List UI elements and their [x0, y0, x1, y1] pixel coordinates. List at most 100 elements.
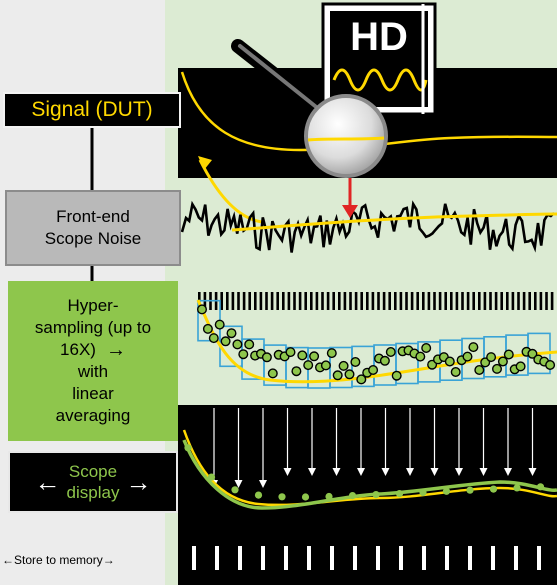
sample-tick: [326, 292, 330, 310]
display-point: [536, 483, 545, 491]
display-point: [325, 492, 333, 501]
arrow-head: [357, 468, 365, 476]
store-to-memory-label: ←Store to memory→: [2, 553, 115, 567]
sample-tick: [483, 292, 487, 310]
arrow-head: [308, 468, 316, 476]
sample-point: [486, 352, 497, 363]
sample-tick: [489, 292, 492, 310]
sample-tick: [254, 292, 257, 310]
sample-tick: [545, 292, 548, 310]
sample-point: [332, 370, 343, 381]
arrow-left-icon: ←: [34, 466, 61, 497]
arrow-head: [234, 480, 243, 488]
sample-tick: [444, 292, 447, 310]
sample-point: [244, 339, 255, 350]
sample-point: [356, 374, 367, 385]
arrow-head: [528, 468, 537, 476]
hyper-line5: linear: [72, 384, 114, 403]
memory-bar: [192, 546, 196, 570]
sample-tick: [287, 292, 291, 310]
sample-tick: [522, 292, 526, 310]
sample-tick: [388, 292, 391, 310]
memory-bar: [491, 546, 495, 570]
sample-tick: [461, 292, 464, 310]
sample-tick: [220, 292, 223, 310]
sample-tick: [410, 292, 414, 310]
sample-point: [285, 347, 296, 358]
sample-tick: [427, 292, 431, 310]
sample-point: [444, 356, 455, 367]
sample-tick: [360, 292, 363, 310]
memory-bar: [445, 546, 449, 570]
sample-point: [497, 356, 508, 367]
sample-point: [202, 323, 213, 334]
sample-point: [385, 347, 396, 358]
hyper-line3-row: 16X) →: [60, 339, 126, 361]
memory-bar: [284, 546, 288, 570]
hyper-line3: 16X): [60, 340, 96, 359]
arrow-head: [381, 468, 390, 476]
sample-tick: [298, 292, 302, 310]
magnifying-glass-icon: [231, 39, 388, 178]
sample-tick: [506, 292, 509, 310]
sample-point: [338, 360, 349, 371]
display-points: [184, 444, 545, 501]
arrow-right-icon: →: [105, 339, 126, 361]
arrow-head: [332, 468, 341, 476]
display-line1: Scope: [68, 462, 118, 481]
sample-tick: [270, 292, 274, 310]
memory-bar: [376, 546, 380, 570]
sample-tick: [282, 292, 285, 310]
display-line2: display: [66, 483, 120, 502]
sample-tick: [332, 292, 335, 310]
sample-point: [527, 348, 538, 359]
memory-bar: [353, 546, 357, 570]
display-point: [466, 486, 474, 494]
memory-bar: [238, 546, 242, 570]
memory-strip: [178, 535, 557, 585]
sample-tick: [226, 292, 229, 310]
sample-tick: [438, 292, 442, 310]
sample-point: [303, 360, 314, 371]
sample-point: [261, 352, 272, 363]
sample-point: [545, 360, 556, 371]
arrow-head: [430, 468, 439, 476]
sample-point: [492, 363, 503, 374]
sample-tick: [338, 292, 341, 310]
display-point: [207, 473, 216, 481]
sample-tick: [405, 292, 408, 310]
sample-tick: [310, 292, 313, 310]
memory-bar: [215, 546, 219, 570]
hyper-line6: averaging: [55, 406, 131, 425]
sample-point: [503, 349, 514, 360]
sample-tick: [433, 292, 436, 310]
sample-point: [196, 304, 207, 315]
hd-badge-text: HD: [350, 15, 408, 59]
sample-point: [267, 368, 278, 379]
arrow-head: [406, 468, 414, 476]
arrow-head: [455, 468, 463, 476]
down-arrows: [210, 408, 537, 488]
sample-point: [226, 328, 237, 339]
arrow-head: [479, 468, 488, 476]
sample-point: [515, 361, 526, 372]
hyper-line2: sampling (up to: [34, 318, 152, 337]
display-point: [278, 493, 286, 501]
signal-label: Signal (DUT): [31, 98, 153, 121]
sample-point: [320, 360, 331, 371]
sample-point: [232, 339, 243, 350]
memory-bar: [514, 546, 518, 570]
sample-point: [350, 357, 361, 368]
sample-tick: [500, 292, 503, 310]
sample-tick: [293, 292, 296, 310]
noise-label-line1: Front-end: [56, 207, 130, 226]
arrow-down-icon: [342, 178, 358, 218]
sample-tick: [315, 292, 319, 310]
hyper-line1: Hyper-: [67, 296, 119, 315]
sample-ticks: [198, 292, 554, 310]
sample-point: [291, 366, 302, 377]
sample-tick: [382, 292, 386, 310]
memory-bar: [422, 546, 426, 570]
